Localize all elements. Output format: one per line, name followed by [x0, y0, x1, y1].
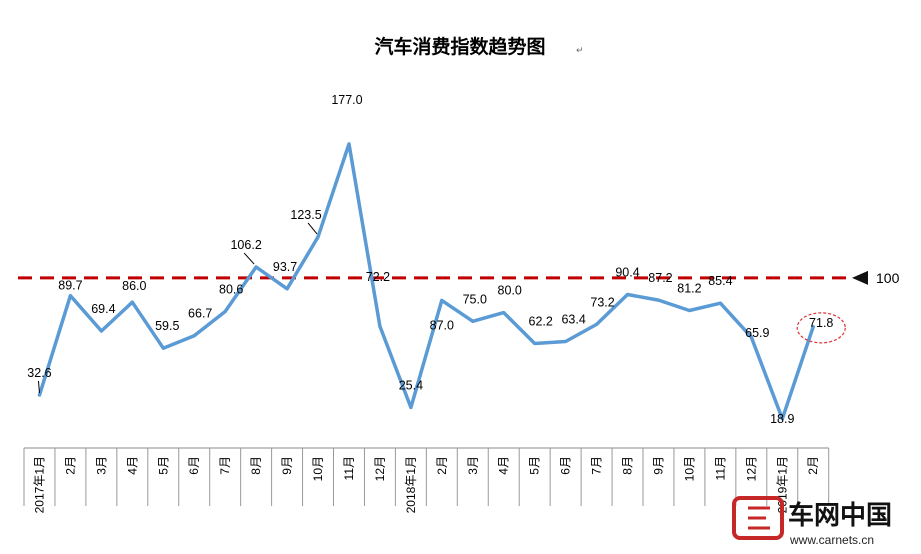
reference-line-label: 100 [876, 270, 900, 286]
logo-frame-icon [732, 496, 784, 540]
watermark-brand: 车网中国 [788, 500, 892, 531]
x-tick-label: 6月 [559, 456, 573, 475]
x-tick-label: 3月 [94, 456, 108, 475]
watermark-logo: 车网中国 www.carnets.cn [732, 496, 892, 547]
x-tick-label: 2月 [435, 456, 449, 475]
data-point [409, 406, 413, 410]
data-point [780, 417, 784, 421]
x-tick-label: 11月 [713, 456, 727, 480]
data-label: 69.4 [91, 302, 115, 316]
data-label: 123.5 [290, 208, 321, 222]
data-point [68, 294, 72, 298]
data-label: 86.0 [122, 279, 146, 293]
data-label: 81.2 [677, 282, 701, 296]
chart-title: 汽车消费指数趋势图 [374, 35, 545, 58]
leader-line [243, 252, 255, 265]
data-point [347, 142, 351, 146]
data-label: 80.6 [219, 283, 243, 297]
watermark-url: www.carnets.cn [789, 533, 874, 547]
data-label: 62.2 [529, 315, 553, 329]
data-label: 71.8 [809, 316, 833, 330]
data-label: 66.7 [188, 307, 212, 321]
data-label: 89.7 [58, 279, 82, 293]
series-line [37, 142, 815, 421]
data-label: 85.4 [708, 274, 732, 288]
x-tick-label: 3月 [466, 456, 480, 475]
data-point [378, 324, 382, 328]
data-label: 65.9 [745, 326, 769, 340]
data-point [192, 334, 196, 338]
x-tick-label: 7月 [218, 456, 232, 475]
data-point [595, 322, 599, 326]
data-label: 73.2 [590, 295, 614, 309]
data-label: 177.0 [331, 93, 362, 107]
data-label: 90.4 [615, 266, 639, 280]
data-point [564, 339, 568, 343]
x-tick-label: 6月 [187, 456, 201, 475]
data-label: 63.4 [561, 312, 585, 326]
data-label: 75.0 [463, 292, 487, 306]
data-point [533, 342, 537, 346]
data-point [254, 265, 258, 269]
data-label: 87.2 [648, 271, 672, 285]
data-point [99, 329, 103, 333]
data-point [687, 309, 691, 313]
data-label: 25.4 [399, 379, 423, 393]
x-tick-label: 10月 [311, 456, 325, 481]
x-tick-label: 8月 [621, 456, 635, 475]
data-point [130, 300, 134, 304]
x-tick-label: 8月 [249, 456, 263, 475]
data-label: 18.9 [770, 412, 794, 426]
x-tick-label: 5月 [528, 456, 542, 475]
data-point [626, 293, 630, 297]
data-point [656, 298, 660, 302]
x-tick-label: 5月 [156, 456, 170, 475]
data-point [471, 319, 475, 323]
x-tick-label: 10月 [682, 456, 696, 481]
x-tick-label: 4月 [125, 456, 139, 475]
x-tick-label: 2月 [63, 456, 77, 475]
plot-area: 2017年1月 2月 3月 4月 5月 6月 7月 8月 9月 10月 11月 12月 2018年1月 2… [18, 93, 900, 513]
data-label: 87.0 [430, 318, 454, 332]
x-tick-label: 12月 [744, 456, 758, 481]
x-tick-label: 4月 [497, 456, 511, 475]
data-point [502, 311, 506, 315]
data-label: 93.7 [273, 260, 297, 274]
x-tick-label: 11月 [342, 456, 356, 480]
x-tick-label: 9月 [280, 456, 294, 475]
x-tick-label: 2月 [806, 456, 820, 475]
data-point [811, 325, 815, 329]
x-tick-label: 7月 [590, 456, 604, 475]
reference-arrow-icon [852, 270, 868, 285]
x-tick-label: 2017年1月 [32, 456, 46, 513]
data-point [223, 310, 227, 314]
data-label: 80.0 [498, 284, 522, 298]
data-point [440, 298, 444, 302]
x-tick-label: 12月 [373, 456, 387, 481]
logo-mark-icon [748, 506, 770, 530]
highlight-ellipse [796, 312, 846, 344]
data-label: 72.2 [366, 270, 390, 284]
data-label: 32.6 [27, 366, 51, 380]
leader-line [37, 380, 40, 394]
x-tick-label: 2018年1月 [404, 456, 418, 513]
x-tick-label: 9月 [651, 456, 665, 475]
return-mark: ↵ [576, 46, 584, 56]
data-point [285, 287, 289, 291]
leader-line [307, 222, 318, 235]
data-point [316, 235, 320, 239]
data-label: 59.5 [155, 319, 179, 333]
data-point [37, 393, 41, 397]
data-point [749, 335, 753, 339]
data-point [161, 346, 165, 350]
data-label: 106.2 [230, 238, 261, 252]
data-point [718, 301, 722, 305]
